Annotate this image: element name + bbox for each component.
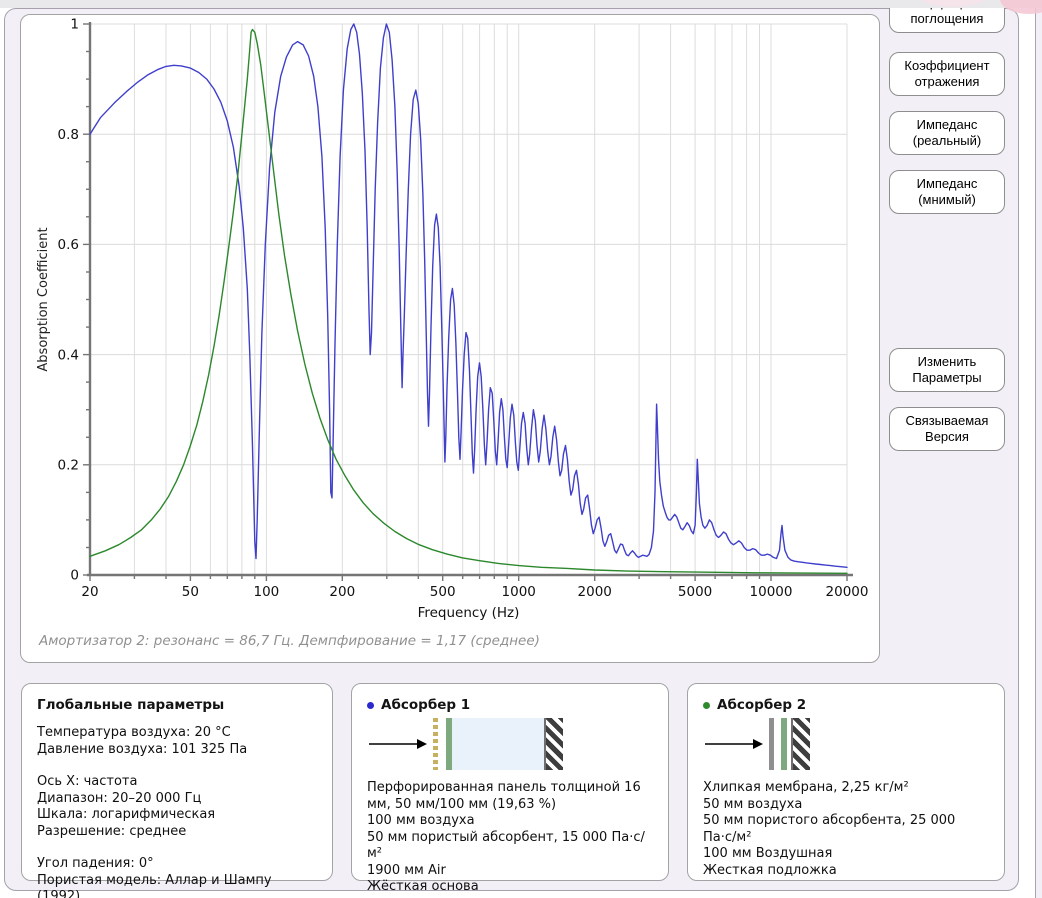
panel-text-line: Температура воздуха: 20 °C [37, 725, 231, 740]
svg-text:2000: 2000 [578, 584, 612, 600]
panel-text-line: Угол падения: 0° [37, 856, 154, 871]
svg-text:1000: 1000 [502, 584, 536, 600]
svg-text:5000: 5000 [678, 584, 712, 600]
panel-text-line: 50 мм пористого абсорбента, 25 000 Па·с/… [703, 813, 956, 845]
incident-sound-arrow-icon [705, 739, 763, 749]
panel-lines: Хлипкая мембрана, 2,25 кг/м² 50 мм воздух… [703, 780, 989, 879]
panel-absorber-2: Абсорбер 2 Хлипкая мембрана, 2,25 кг/м² 5… [687, 683, 1005, 881]
limp-membrane-layer [769, 718, 774, 770]
panel-text-line: Перфорированная панель толщиной 16 мм, 5… [367, 780, 641, 812]
svg-text:20000: 20000 [826, 584, 869, 600]
decorative-pink-blob [916, 0, 990, 7]
air-gap-layer [438, 718, 446, 770]
absorber1-layers-diagram [369, 717, 653, 771]
panel-text-line: 1900 мм Air [367, 862, 446, 878]
series-color-dot-icon [367, 701, 374, 709]
panel-text-line: Жёсткая основа [367, 879, 479, 894]
panel-title-row: Абсорбер 1 [367, 697, 653, 713]
svg-text:0.8: 0.8 [58, 127, 79, 143]
panel-text-line: Шкала: логарифмическая [37, 807, 216, 822]
rigid-backing-wall [544, 718, 563, 770]
series-color-dot-icon [703, 701, 710, 709]
panel-lines: Температура воздуха: 20 °C Давление возду… [37, 725, 317, 898]
svg-text:100: 100 [254, 584, 280, 600]
decorative-pink-blob [1000, 0, 1042, 14]
panel-text-line: Хлипкая мембрана, 2,25 кг/м² [703, 780, 909, 795]
panel-title: Абсорбер 2 [717, 697, 807, 713]
panel-title-row: Абсорбер 2 [703, 697, 989, 713]
svg-text:10000: 10000 [750, 584, 793, 600]
panel-text-line: 50 мм воздуха [703, 796, 803, 812]
panel-absorber-1: Абсорбер 1 Перфорированная панель толщин… [351, 683, 669, 894]
svg-text:Absorption Coefficient: Absorption Coefficient [36, 227, 51, 371]
perforated-panel-layer [433, 718, 438, 770]
panel-text-group: Угол падения: 0° Пористая модель: Аллар и… [37, 856, 317, 898]
svg-text:20: 20 [81, 584, 98, 600]
panel-text-line: Давление воздуха: 101 325 Па [37, 741, 248, 757]
button-impedance-imaginary[interactable]: Импеданс (мнимый) [889, 170, 1005, 214]
svg-text:1: 1 [70, 17, 79, 33]
panel-title: Глобальные параметры [37, 697, 225, 713]
panel-text-line: Ось X: частота [37, 774, 138, 789]
incident-sound-arrow-icon [369, 739, 427, 749]
button-linkable-version[interactable]: Связываемая Версия [889, 407, 1005, 451]
panel-lines: Перфорированная панель толщиной 16 мм, 5… [367, 780, 653, 896]
main-container: 20 50 100 200 500 1000 2000 5000 10000 20000 0 0.2 0… [4, 0, 1019, 898]
porous-absorbent-layer [446, 718, 452, 770]
air-gap-layer [774, 718, 781, 770]
layer-stack [433, 718, 563, 770]
svg-text:0.4: 0.4 [58, 347, 79, 363]
panel-text-line: Пористая модель: Аллар и Шампу (1992) [37, 872, 272, 898]
panel-text-line: Разрешение: среднее [37, 823, 187, 839]
adjacent-panel-edge [1035, 6, 1042, 898]
chart-panel: 20 50 100 200 500 1000 2000 5000 10000 20000 0 0.2 0… [20, 14, 880, 663]
porous-absorbent-layer [781, 718, 787, 770]
rigid-backing-wall [791, 718, 810, 770]
panel-text-line: 100 мм Воздушная [703, 846, 833, 861]
svg-text:200: 200 [329, 584, 355, 600]
svg-text:50: 50 [182, 584, 199, 600]
layer-stack [769, 718, 810, 770]
panel-global-parameters: Глобальные параметры Температура воздуха… [21, 683, 333, 898]
button-impedance-real[interactable]: Импеданс (реальный) [889, 111, 1005, 155]
panel-text-group: Температура воздуха: 20 °C Давление возду… [37, 725, 317, 758]
panel-text-line: 50 мм пористый абсорбент, 15 000 Па·с/м² [367, 829, 645, 862]
absorber2-layers-diagram [705, 717, 989, 771]
panel-text-line: 100 мм воздуха [367, 813, 475, 828]
panel-text-line: Жесткая подложка [703, 862, 837, 878]
svg-text:0.6: 0.6 [58, 237, 79, 253]
chart-caption: Амортизатор 2: резонанс = 86,7 Гц. Демпф… [39, 633, 540, 649]
top-window-edge [0, 0, 1042, 8]
svg-text:500: 500 [430, 584, 456, 600]
button-edit-parameters[interactable]: Изменить Параметры [889, 348, 1005, 392]
svg-text:0.2: 0.2 [58, 458, 79, 474]
svg-text:0: 0 [70, 568, 79, 584]
button-reflection-coefficient[interactable]: Коэффициент отражения [889, 52, 1005, 96]
panel-title: Абсорбер 1 [381, 697, 471, 713]
svg-text:Frequency (Hz): Frequency (Hz) [418, 605, 520, 621]
absorption-coefficient-chart: 20 50 100 200 500 1000 2000 5000 10000 20000 0 0.2 0… [36, 17, 869, 621]
large-air-cavity-layer [452, 718, 544, 770]
panel-text-group: Ось X: частота Диапазон: 20–20 000 Гц Шкал… [37, 774, 317, 840]
panel-text-line: Диапазон: 20–20 000 Гц [37, 790, 202, 806]
